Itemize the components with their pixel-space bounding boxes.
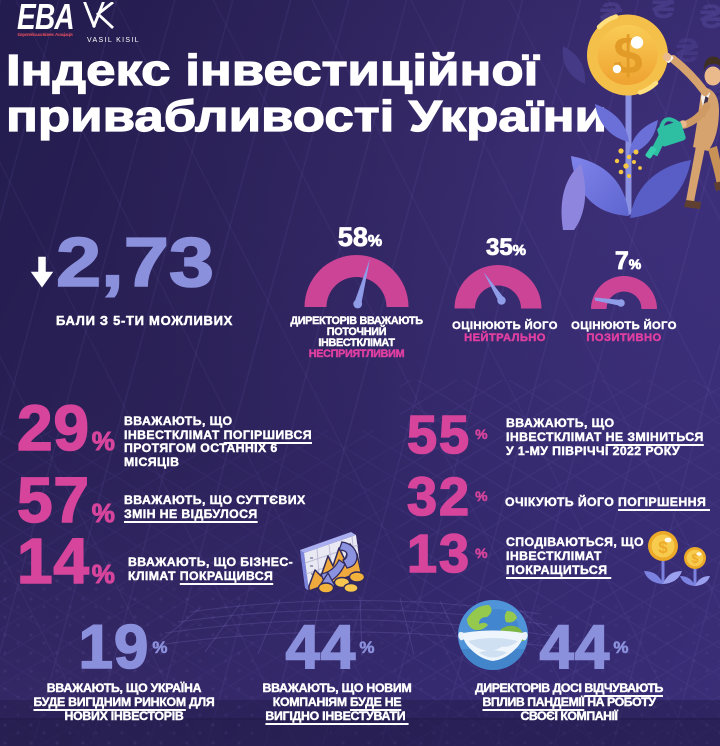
svg-text:$: $ bbox=[692, 552, 699, 566]
svg-text:₴: ₴ bbox=[676, 32, 699, 70]
svg-text:VASIL KISIL: VASIL KISIL bbox=[87, 37, 140, 44]
svg-text:$: $ bbox=[658, 538, 668, 557]
svg-text:Європейська Бізнес Асоціація: Європейська Бізнес Асоціація bbox=[18, 32, 74, 37]
svg-text:$: $ bbox=[613, 27, 642, 86]
svg-text:EBA: EBA bbox=[17, 2, 74, 37]
svg-text:₴: ₴ bbox=[700, 0, 720, 36]
svg-text:₴: ₴ bbox=[652, 0, 675, 26]
